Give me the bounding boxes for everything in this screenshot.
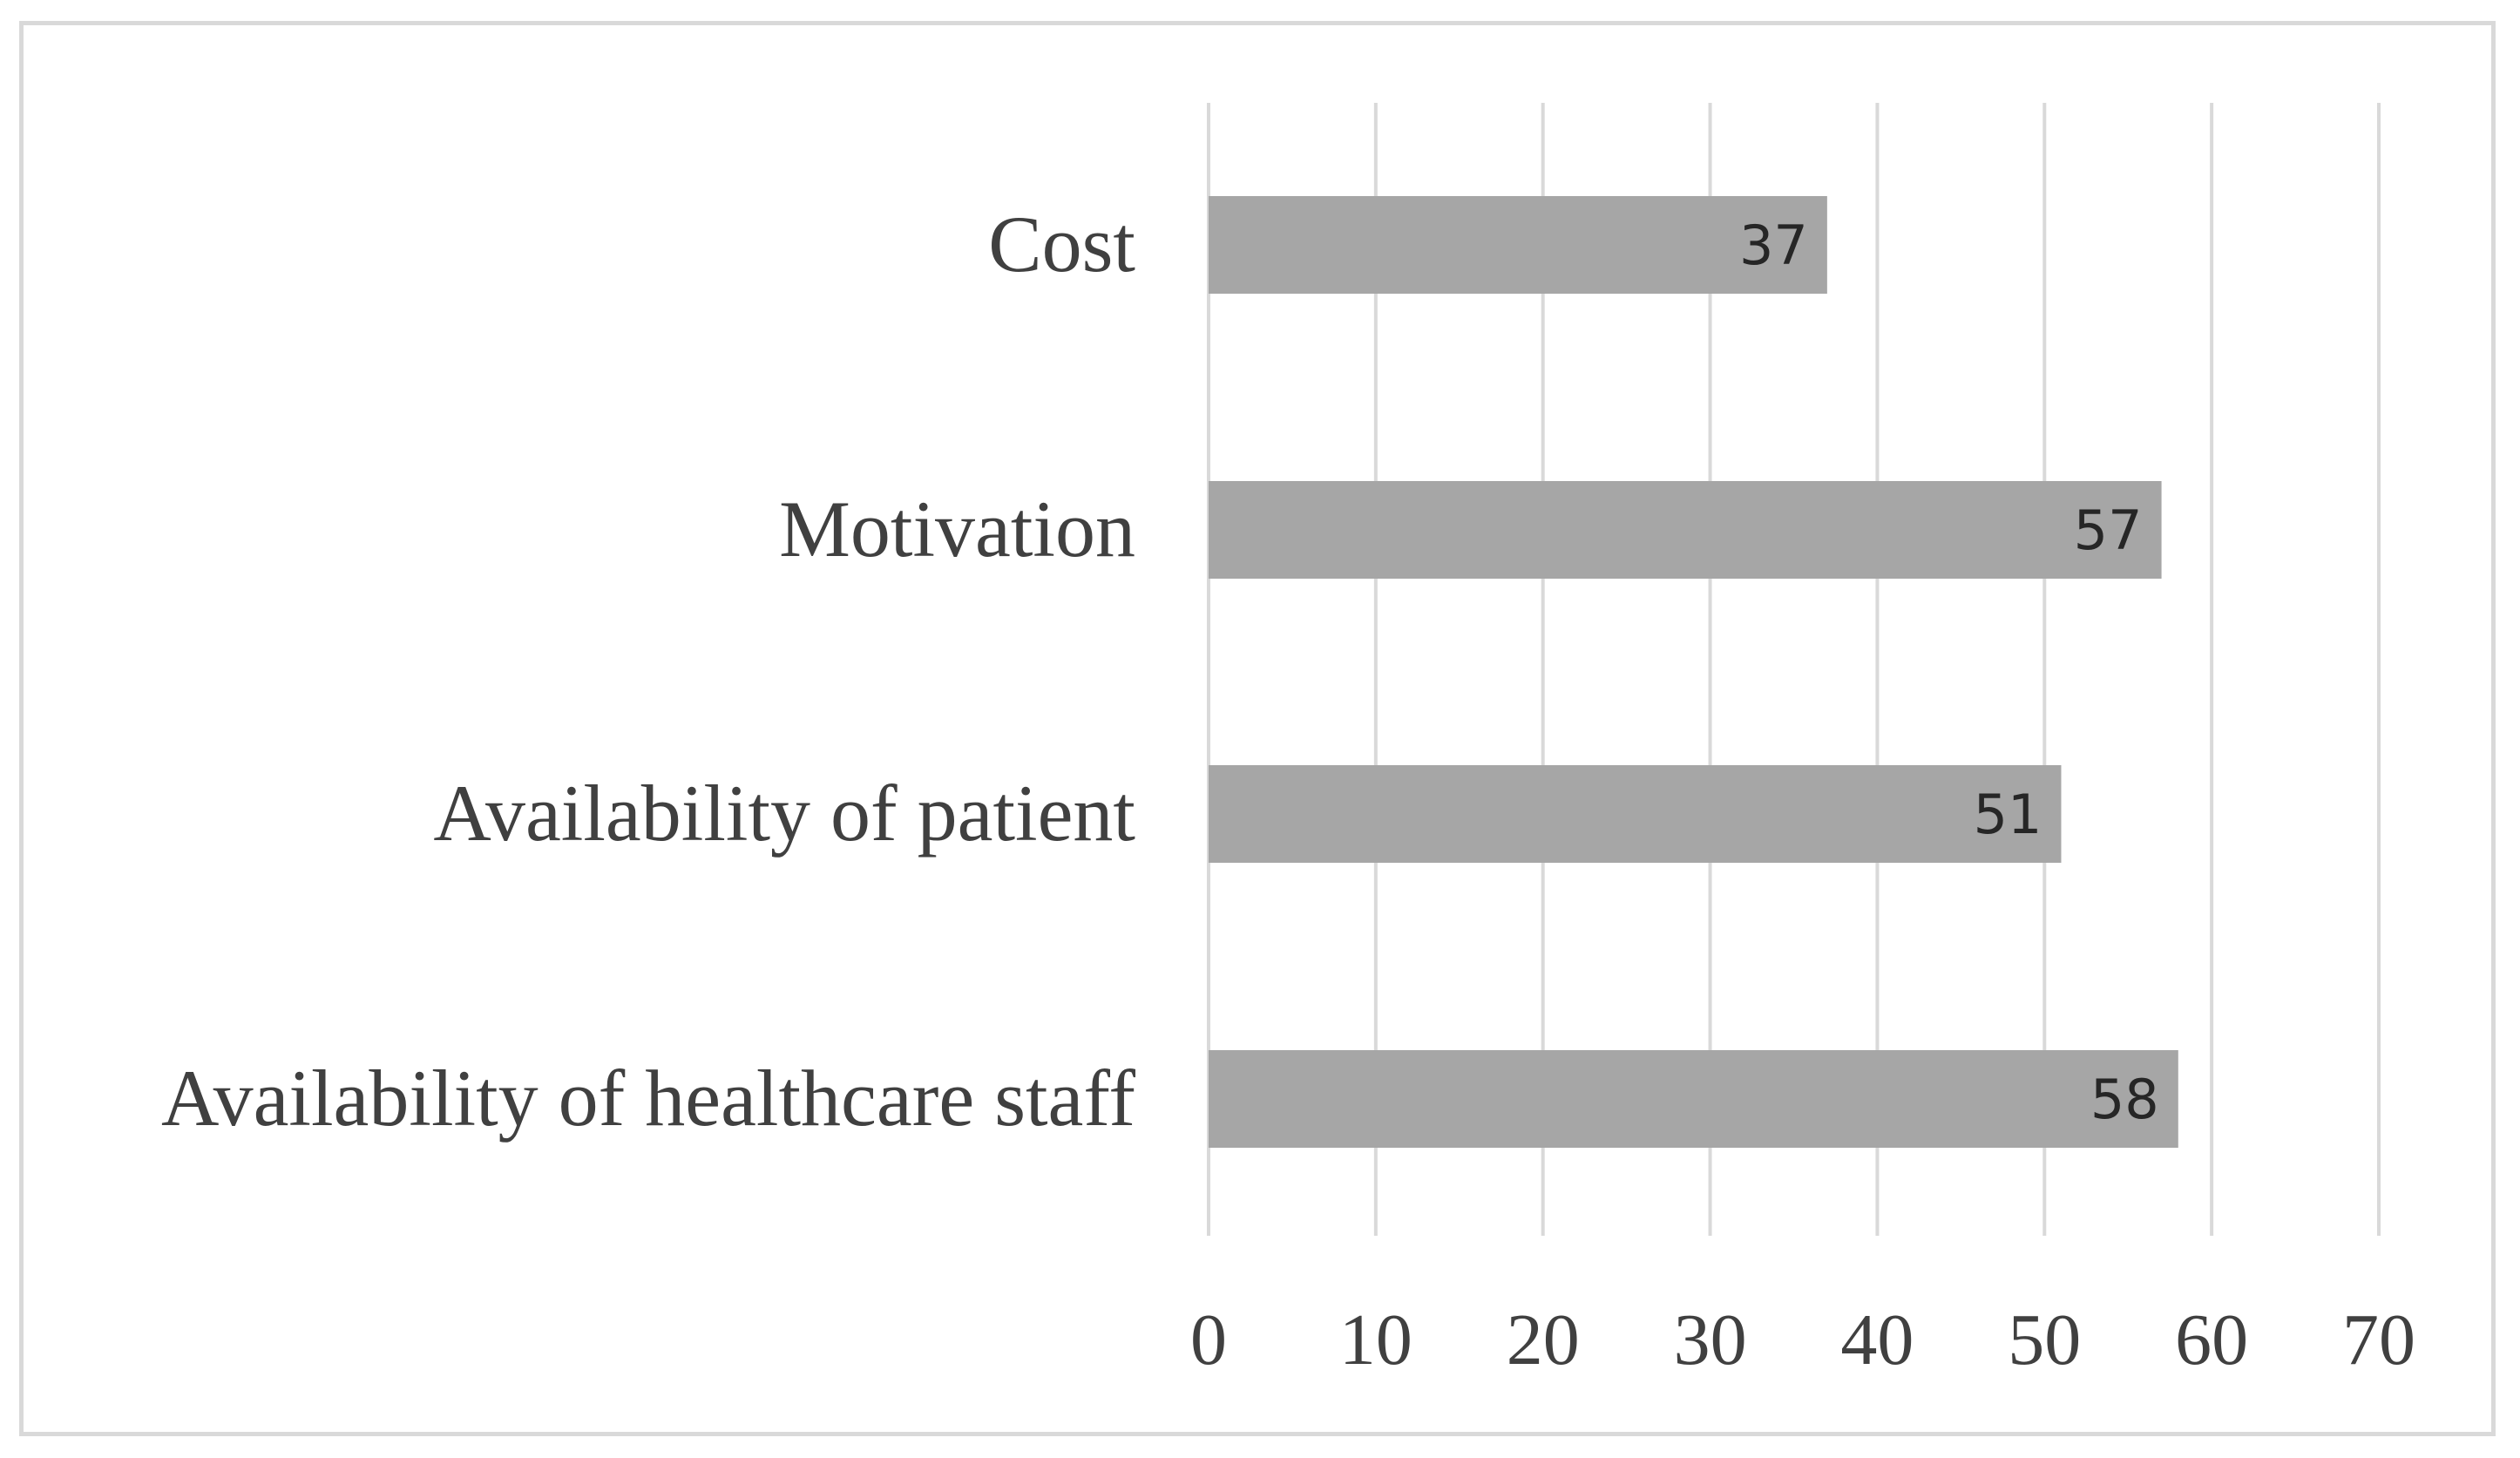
category-labels: Cost Motivation Availability of patient Ava… [161, 200, 1135, 1143]
bar-availability-of-patient [1209, 765, 2062, 863]
data-label-cost: 37 [1739, 214, 1808, 277]
bar-availability-of-healthcare-staff [1209, 1050, 2178, 1148]
category-label-cost: Cost [988, 200, 1135, 288]
x-tick-label-50: 50 [2008, 1299, 2081, 1380]
x-tick-label-70: 70 [2342, 1299, 2415, 1380]
category-label-motivation: Motivation [779, 485, 1135, 573]
data-label-motivation: 57 [2074, 498, 2143, 562]
bars: 37 57 51 58 [1209, 196, 2178, 1148]
x-tick-label-30: 30 [1674, 1299, 1747, 1380]
data-label-availability-of-patient: 51 [1974, 783, 2042, 846]
category-label-availability-of-healthcare-staff: Availability of healthcare staff [161, 1054, 1135, 1143]
bar-cost [1209, 196, 1827, 294]
x-tick-label-0: 0 [1190, 1299, 1227, 1380]
data-label-availability-of-healthcare-staff: 58 [2090, 1068, 2159, 1131]
bar-motivation [1209, 481, 2162, 579]
x-axis-ticks: 0 10 20 30 40 50 60 70 [1190, 1299, 2415, 1380]
x-tick-label-20: 20 [1507, 1299, 1580, 1380]
x-tick-label-10: 10 [1339, 1299, 1412, 1380]
category-label-availability-of-patient: Availability of patient [433, 769, 1135, 858]
x-tick-label-40: 40 [1840, 1299, 1914, 1380]
x-tick-label-60: 60 [2175, 1299, 2248, 1380]
